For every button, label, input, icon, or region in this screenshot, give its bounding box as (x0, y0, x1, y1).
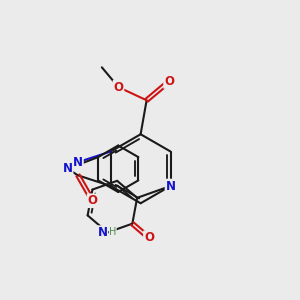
Text: N: N (73, 156, 83, 169)
Text: N: N (63, 162, 73, 175)
Text: O: O (113, 81, 124, 94)
Text: N: N (166, 179, 176, 193)
Text: O: O (144, 231, 154, 244)
Text: O: O (164, 75, 174, 88)
Text: N: N (98, 226, 108, 239)
Text: H: H (109, 227, 116, 237)
Text: O: O (88, 194, 98, 207)
